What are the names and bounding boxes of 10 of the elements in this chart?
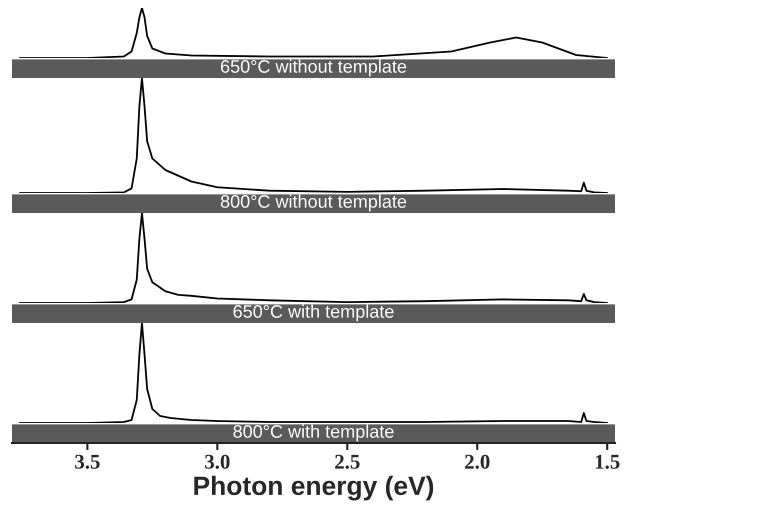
x-tick-label: 1.5 [596, 454, 620, 469]
x-tick-label: 3.5 [75, 454, 100, 469]
x-axis-title: Photon energy (eV) [194, 476, 434, 500]
series-label: 650°C with template [234, 304, 394, 322]
x-tick-label: 2.5 [335, 454, 360, 469]
series-label: 800°C without template [220, 194, 406, 212]
x-tick-label: 2.0 [465, 454, 490, 469]
series-label: 800°C with template [233, 424, 394, 442]
series-label: 650°C without template [220, 60, 406, 76]
x-tick-label: 3.0 [205, 454, 230, 469]
